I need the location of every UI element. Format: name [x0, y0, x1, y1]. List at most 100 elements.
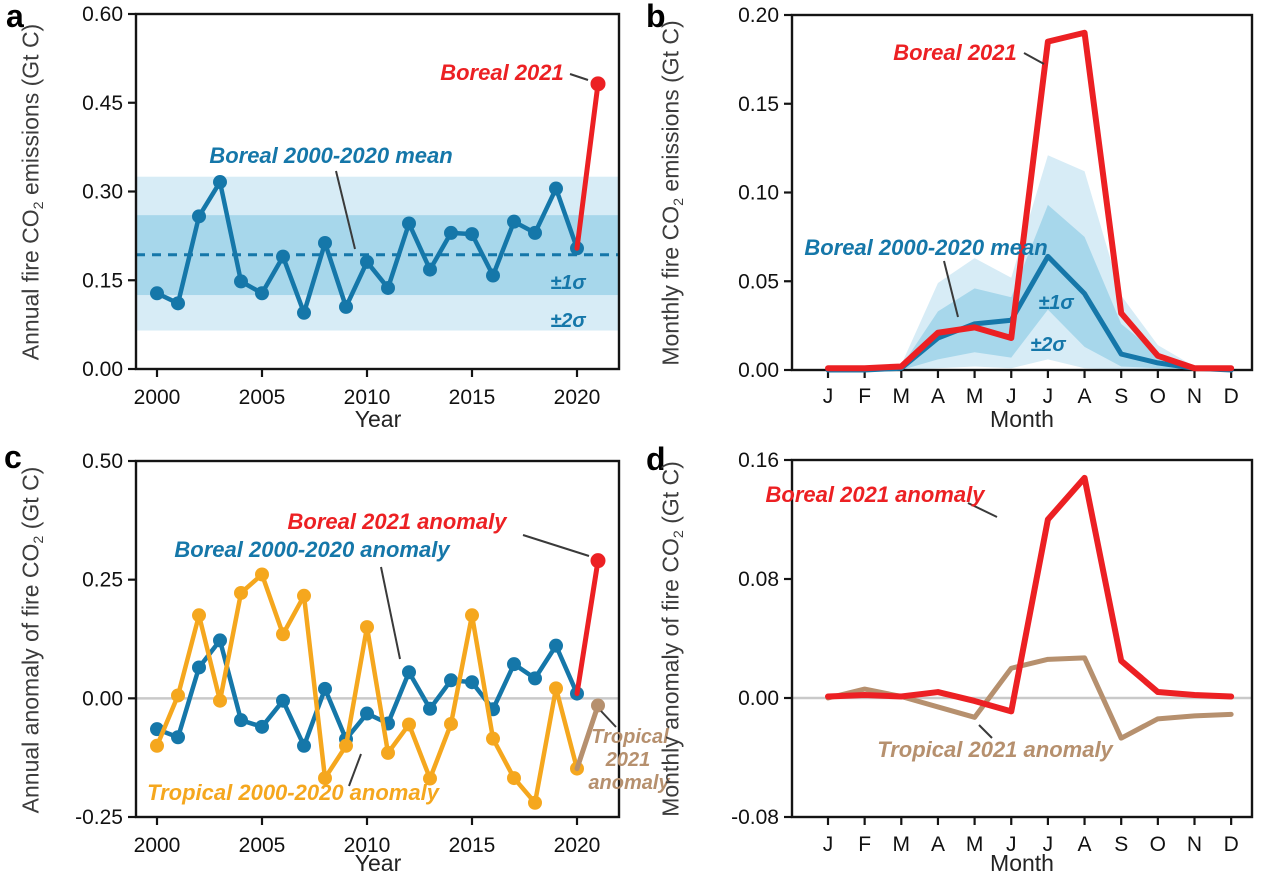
- panel-a-annotation-1: ±1σ: [550, 272, 586, 294]
- panel-b-annotation-2: ±2σ: [1030, 334, 1066, 356]
- panel-c-series-tropical-2000-2020-anomaly-point: [507, 771, 521, 786]
- panel-d-x-tick-label: M: [893, 833, 911, 856]
- panel-a-series-boreal-2000-2020-point: [171, 296, 185, 311]
- panel-b-annotation-boreal-2000-2020-mean: Boreal 2000-2020 mean: [804, 235, 1047, 260]
- panel-d-ylabel-units: (Gt C): [657, 461, 684, 531]
- panel-a-series-boreal-2000-2020-point: [444, 225, 458, 240]
- panel-a-plot: 2000 2005 2010 2015 2020 0.00 0.15 0.30 0.45 0.60…: [82, 3, 621, 409]
- panel-c-series-tropical-2000-2020-anomaly-point: [297, 588, 311, 603]
- panel-d-annotation-tropical-2021-anomaly: Tropical 2021 anomaly: [877, 737, 1114, 762]
- panel-c-series-tropical-2000-2020-anomaly-point: [486, 731, 500, 746]
- panel-c-series-boreal-2021-anomaly-point: [590, 553, 606, 569]
- panel-c-series-boreal-2000-2020-anomaly-point: [297, 738, 311, 753]
- panel-d-x-tick-label: J: [1006, 833, 1017, 856]
- panel-d-x-tick-label: J: [1043, 833, 1054, 856]
- panel-c-series-boreal-2000-2020-anomaly-point: [192, 660, 206, 675]
- panel-b-x-tick-label: M: [893, 385, 911, 408]
- panel-c-series-tropical-2000-2020-anomaly-point: [234, 585, 248, 600]
- panel-b-x-tick-label: O: [1150, 385, 1166, 408]
- panel-c-x-tick-label: 2000: [134, 834, 181, 857]
- panel-a-x-axis-label: Year: [354, 406, 402, 432]
- panel-a-series-boreal-2000-2020-point: [465, 227, 479, 242]
- panel-b-x-tick-label: A: [1078, 385, 1092, 408]
- panel-d-annotation-leader-tropical-2021-anomaly: [978, 724, 993, 739]
- panel-c-series-boreal-2000-2020-anomaly-point: [465, 675, 479, 690]
- panel-c-series-tropical-2000-2020-anomaly-point: [465, 608, 479, 623]
- panel-d-x-tick-label: O: [1150, 833, 1166, 856]
- panel-c-series-boreal-2021-anomaly-line: [574, 558, 601, 697]
- panel-a-series-boreal-2000-2020-point: [360, 254, 374, 269]
- panel-c-series-tropical-2000-2020-anomaly-point: [444, 716, 458, 731]
- panel-a-annotation-boreal-2021: Boreal 2021: [440, 60, 564, 85]
- panel-a-ylabel-units: emissions (Gt C): [17, 23, 44, 202]
- panel-d-x-tick-label: J: [823, 833, 834, 856]
- panel-b-ylabel-subscript: 2: [671, 197, 687, 206]
- panel-c-series-boreal-2000-2020-anomaly-point: [444, 673, 458, 688]
- panel-c-series-tropical-2000-2020-anomaly-point: [402, 717, 416, 732]
- panel-c-annotation-tropical: Tropical: [591, 726, 669, 748]
- panel-a-series-boreal-2000-2020-point: [234, 274, 248, 289]
- panel-c-ylabel-units: (Gt C): [17, 466, 44, 536]
- panel-c-x-tick-label: 2010: [344, 834, 391, 857]
- panel-b-y-tick-label: 0.20: [738, 4, 779, 27]
- panel-a-series-boreal-2000-2020-point: [297, 305, 311, 320]
- panel-a-series-boreal-2000-2020-point: [318, 235, 332, 250]
- panel-a-series-boreal-2000-2020-point: [423, 262, 437, 277]
- panel-a-series-boreal-2000-2020-point: [381, 280, 395, 295]
- panel-c-series-boreal-2000-2020-anomaly-point: [318, 681, 332, 696]
- panel-a-annotation-leader-boreal-2000-2020-mean: [335, 170, 356, 250]
- panel-a-y-tick-label: 0.45: [82, 92, 123, 115]
- panel-c-annotation-2021: 2021: [605, 749, 651, 771]
- panel-c-y-tick-label: 0.00: [82, 687, 123, 710]
- panel-c-annotation-anomaly: anomaly: [588, 772, 670, 794]
- panel-a-x-tick-label: 2010: [344, 386, 391, 409]
- panel-a-series-boreal-2000-2020-point: [255, 286, 269, 301]
- panel-a-letter: a: [6, 0, 24, 34]
- panel-a-series-boreal-2000-2020-point: [507, 214, 521, 229]
- panel-d-y-axis-label: Monthly anomaly of fire CO2 (Gt C): [657, 461, 687, 817]
- panel-c-series-boreal-2000-2020-anomaly-point: [276, 693, 290, 708]
- panel-c-series-boreal-2000-2020-anomaly-point: [423, 701, 437, 716]
- panel-a-series-boreal-2021-point: [590, 76, 606, 92]
- panel-c-series-tropical-2000-2020-anomaly-point: [339, 738, 353, 753]
- panel-c-series-boreal-2000-2020-anomaly-point: [507, 657, 521, 672]
- panel-d-ylabel-text: Monthly anomaly of fire CO: [657, 538, 684, 817]
- panel-c-y-tick-label: -0.25: [75, 806, 123, 829]
- panel-b-y-tick-label: 0.15: [738, 93, 779, 116]
- panel-d-x-tick-label: S: [1114, 833, 1128, 856]
- panel-d-x-axis-label: Month: [990, 850, 1054, 876]
- panel-c-series-boreal-2000-2020-anomaly-point: [255, 719, 269, 734]
- panel-b-x-tick-label: J: [1043, 385, 1054, 408]
- panel-a-series-boreal-2000-2020-point: [402, 216, 416, 231]
- panel-a-series-boreal-2021-line: [574, 81, 601, 251]
- panel-b-annotation-leader-boreal-2021: [1023, 52, 1045, 65]
- panel-c-series-tropical-2000-2020-anomaly-point: [528, 795, 542, 810]
- panel-c-x-tick-label: 2015: [449, 834, 496, 857]
- panel-a-series-boreal-2000-2020-point: [528, 225, 542, 240]
- panel-c-x-tick-label: 2020: [554, 834, 601, 857]
- panel-b-annotation-boreal-2021: Boreal 2021: [893, 40, 1017, 65]
- panel-a-series-boreal-2000-2020-point: [486, 268, 500, 283]
- panel-c-series-boreal-2000-2020-anomaly-point: [213, 633, 227, 648]
- panel-d-y-tick-label: -0.08: [731, 806, 779, 829]
- panel-d-series-boreal-2021-anomaly-line: [825, 474, 1235, 715]
- panel-b-y-tick-label: 0.00: [738, 359, 779, 382]
- panel-b-x-tick-label: D: [1224, 385, 1239, 408]
- panel-b-x-tick-label: J: [823, 385, 834, 408]
- panel-b-x-tick-label: M: [966, 385, 984, 408]
- panel-b-y-tick-label: 0.05: [738, 270, 779, 293]
- panel-d-annotation-boreal-2021-anomaly: Boreal 2021 anomaly: [766, 482, 987, 507]
- panel-c-annotation-leader-tropical: [600, 710, 617, 728]
- panel-a-x-tick-label: 2005: [239, 386, 286, 409]
- panel-d-y-tick-label: 0.08: [738, 568, 779, 591]
- panel-d-x-tick-label: N: [1187, 833, 1202, 856]
- panel-d-x-tick-label: A: [1078, 833, 1092, 856]
- panel-c-series-tropical-2000-2020-anomaly-point: [192, 608, 206, 623]
- panel-c-ylabel-subscript: 2: [31, 535, 47, 544]
- panel-b-series-boreal-2021-line: [825, 29, 1235, 372]
- panel-c-series-tropical-2000-2020-anomaly-point: [255, 567, 269, 582]
